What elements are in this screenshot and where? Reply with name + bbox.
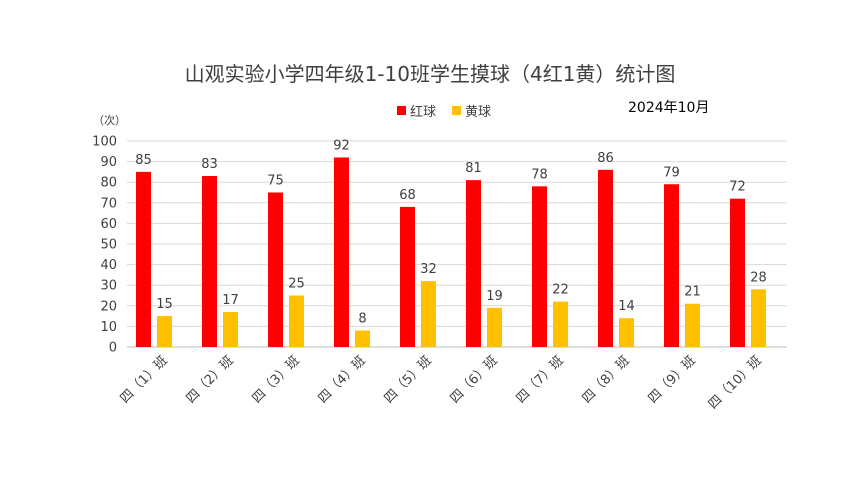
data-label: 86: [597, 151, 614, 166]
data-label: 28: [750, 270, 767, 285]
bar-red: [664, 184, 679, 347]
data-label: 22: [552, 283, 569, 298]
legend-swatch-yellow: [452, 106, 462, 115]
data-label: 21: [684, 285, 701, 300]
data-label: 72: [729, 180, 746, 195]
data-label: 92: [333, 138, 350, 153]
bar-yellow: [619, 318, 634, 347]
y-tick-label: 10: [100, 320, 117, 335]
x-tick-label: 四（10）班: [706, 353, 765, 412]
bar-red: [268, 192, 283, 347]
data-label: 78: [531, 167, 548, 182]
x-tick-label: 四（6）班: [448, 353, 501, 406]
y-tick-label: 40: [100, 258, 117, 273]
legend-label-yellow: 黄球: [465, 105, 492, 120]
y-tick-label: 30: [100, 279, 117, 294]
bar-red: [730, 198, 745, 347]
data-label: 17: [222, 293, 239, 308]
x-tick-label: 四（4）班: [316, 353, 369, 406]
y-tick-label: 70: [100, 196, 117, 211]
y-tick-label: 90: [100, 155, 117, 170]
legend-item-yellow: 黄球: [452, 101, 491, 120]
legend-swatch-red: [397, 106, 406, 115]
data-label: 19: [486, 289, 503, 304]
data-label: 81: [465, 161, 482, 176]
data-label: 8: [358, 312, 366, 327]
date-note: 2024年10月: [628, 100, 710, 116]
x-tick-label: 四（7）班: [514, 353, 567, 406]
bar-yellow: [553, 301, 568, 347]
bar-yellow: [355, 330, 370, 347]
y-axis-unit-label: （次）: [93, 114, 126, 127]
x-tick-label: 四（2）班: [184, 353, 237, 406]
x-tick-label: 四（5）班: [382, 353, 435, 406]
bar-red: [136, 171, 151, 347]
y-tick-label: 60: [100, 217, 117, 232]
x-tick-label: 四（1）班: [118, 353, 171, 406]
y-tick-label: 50: [100, 238, 117, 253]
data-label: 75: [267, 174, 284, 189]
bar-yellow: [685, 303, 700, 347]
data-label: 68: [399, 188, 416, 203]
data-label: 25: [288, 277, 305, 292]
y-tick-label: 0: [109, 341, 117, 356]
x-tick-label: 四（9）班: [646, 353, 699, 406]
data-label: 85: [135, 153, 152, 168]
y-tick-label: 100: [92, 135, 117, 150]
data-label: 83: [201, 157, 218, 172]
bar-red: [532, 186, 547, 347]
legend-item-red: 红球: [397, 101, 436, 120]
y-tick-label: 20: [100, 299, 117, 314]
bar-red: [400, 206, 415, 347]
bar-red: [598, 169, 613, 347]
data-label: 79: [663, 165, 680, 180]
chart-legend: 红球 黄球: [397, 101, 507, 120]
bar-yellow: [289, 295, 304, 347]
x-tick-label: 四（8）班: [580, 353, 633, 406]
y-tick-label: 80: [100, 176, 117, 191]
bar-yellow: [421, 281, 436, 347]
bar-yellow: [487, 307, 502, 347]
legend-label-red: 红球: [410, 105, 437, 120]
data-label: 32: [420, 262, 437, 277]
bar-yellow: [223, 311, 238, 347]
chart-title: 山观实验小学四年级1-10班学生摸球（4红1黄）统计图: [184, 62, 676, 86]
data-label: 14: [618, 299, 635, 314]
bar-red: [202, 176, 217, 347]
bar-red: [466, 180, 481, 347]
bar-yellow: [157, 316, 172, 347]
x-tick-label: 四（3）班: [250, 353, 303, 406]
data-label: 15: [156, 297, 173, 312]
bar-yellow: [751, 289, 766, 347]
bar-red: [334, 157, 349, 347]
